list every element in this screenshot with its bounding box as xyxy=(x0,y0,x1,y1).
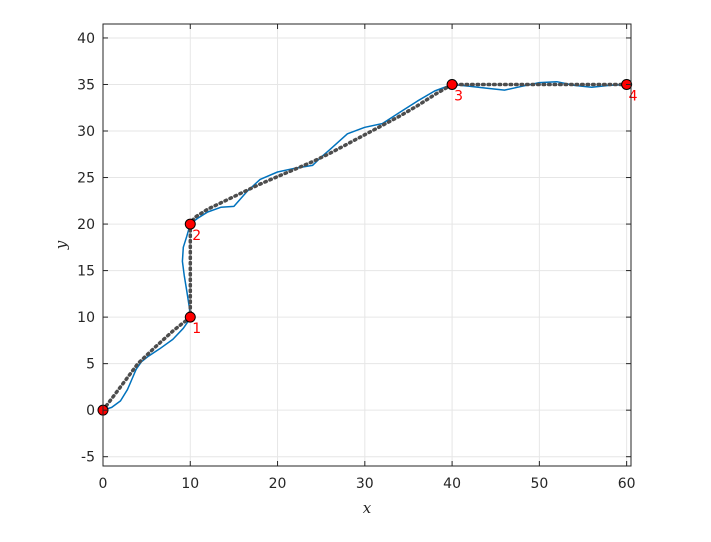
x-tick-label: 60 xyxy=(618,476,636,492)
waypoint-marker xyxy=(184,218,196,230)
series-layer xyxy=(101,80,629,412)
y-tick-label: 5 xyxy=(86,357,95,373)
y-tick-label: 35 xyxy=(77,77,95,93)
y-tick-label: 0 xyxy=(86,403,95,419)
waypoint-marker xyxy=(446,78,458,90)
x-tick-label: 30 xyxy=(356,476,374,492)
y-tick-label: 40 xyxy=(77,31,95,47)
waypoint-layer: 1 2 3 4 xyxy=(97,78,638,416)
x-tick-label: 50 xyxy=(530,476,548,492)
plot-area-border xyxy=(102,23,632,467)
x-tick-label: 10 xyxy=(181,476,199,492)
y-tick-label: 20 xyxy=(77,217,95,233)
y-tick-label: 15 xyxy=(77,264,95,280)
x-axis-label: x xyxy=(363,499,372,517)
waypoint-label: 4 xyxy=(629,88,638,104)
waypoint-label: 1 xyxy=(192,321,201,337)
reference-path-line xyxy=(101,82,629,412)
waypoint-marker xyxy=(184,311,196,323)
y-tick-label: 30 xyxy=(77,124,95,140)
y-tick-label: -5 xyxy=(81,450,95,466)
x-tick-label: 20 xyxy=(269,476,287,492)
waypoint-label: 3 xyxy=(454,88,463,104)
y-axis-label: y xyxy=(52,240,70,250)
x-tick-label: 40 xyxy=(443,476,461,492)
x-tick-label: 0 xyxy=(99,476,108,492)
y-tick-label: 25 xyxy=(77,171,95,187)
y-tick-label: 10 xyxy=(77,310,95,326)
trajectory-line xyxy=(102,80,627,411)
plot-area-background xyxy=(103,24,631,466)
waypoint-label: 2 xyxy=(192,228,201,244)
